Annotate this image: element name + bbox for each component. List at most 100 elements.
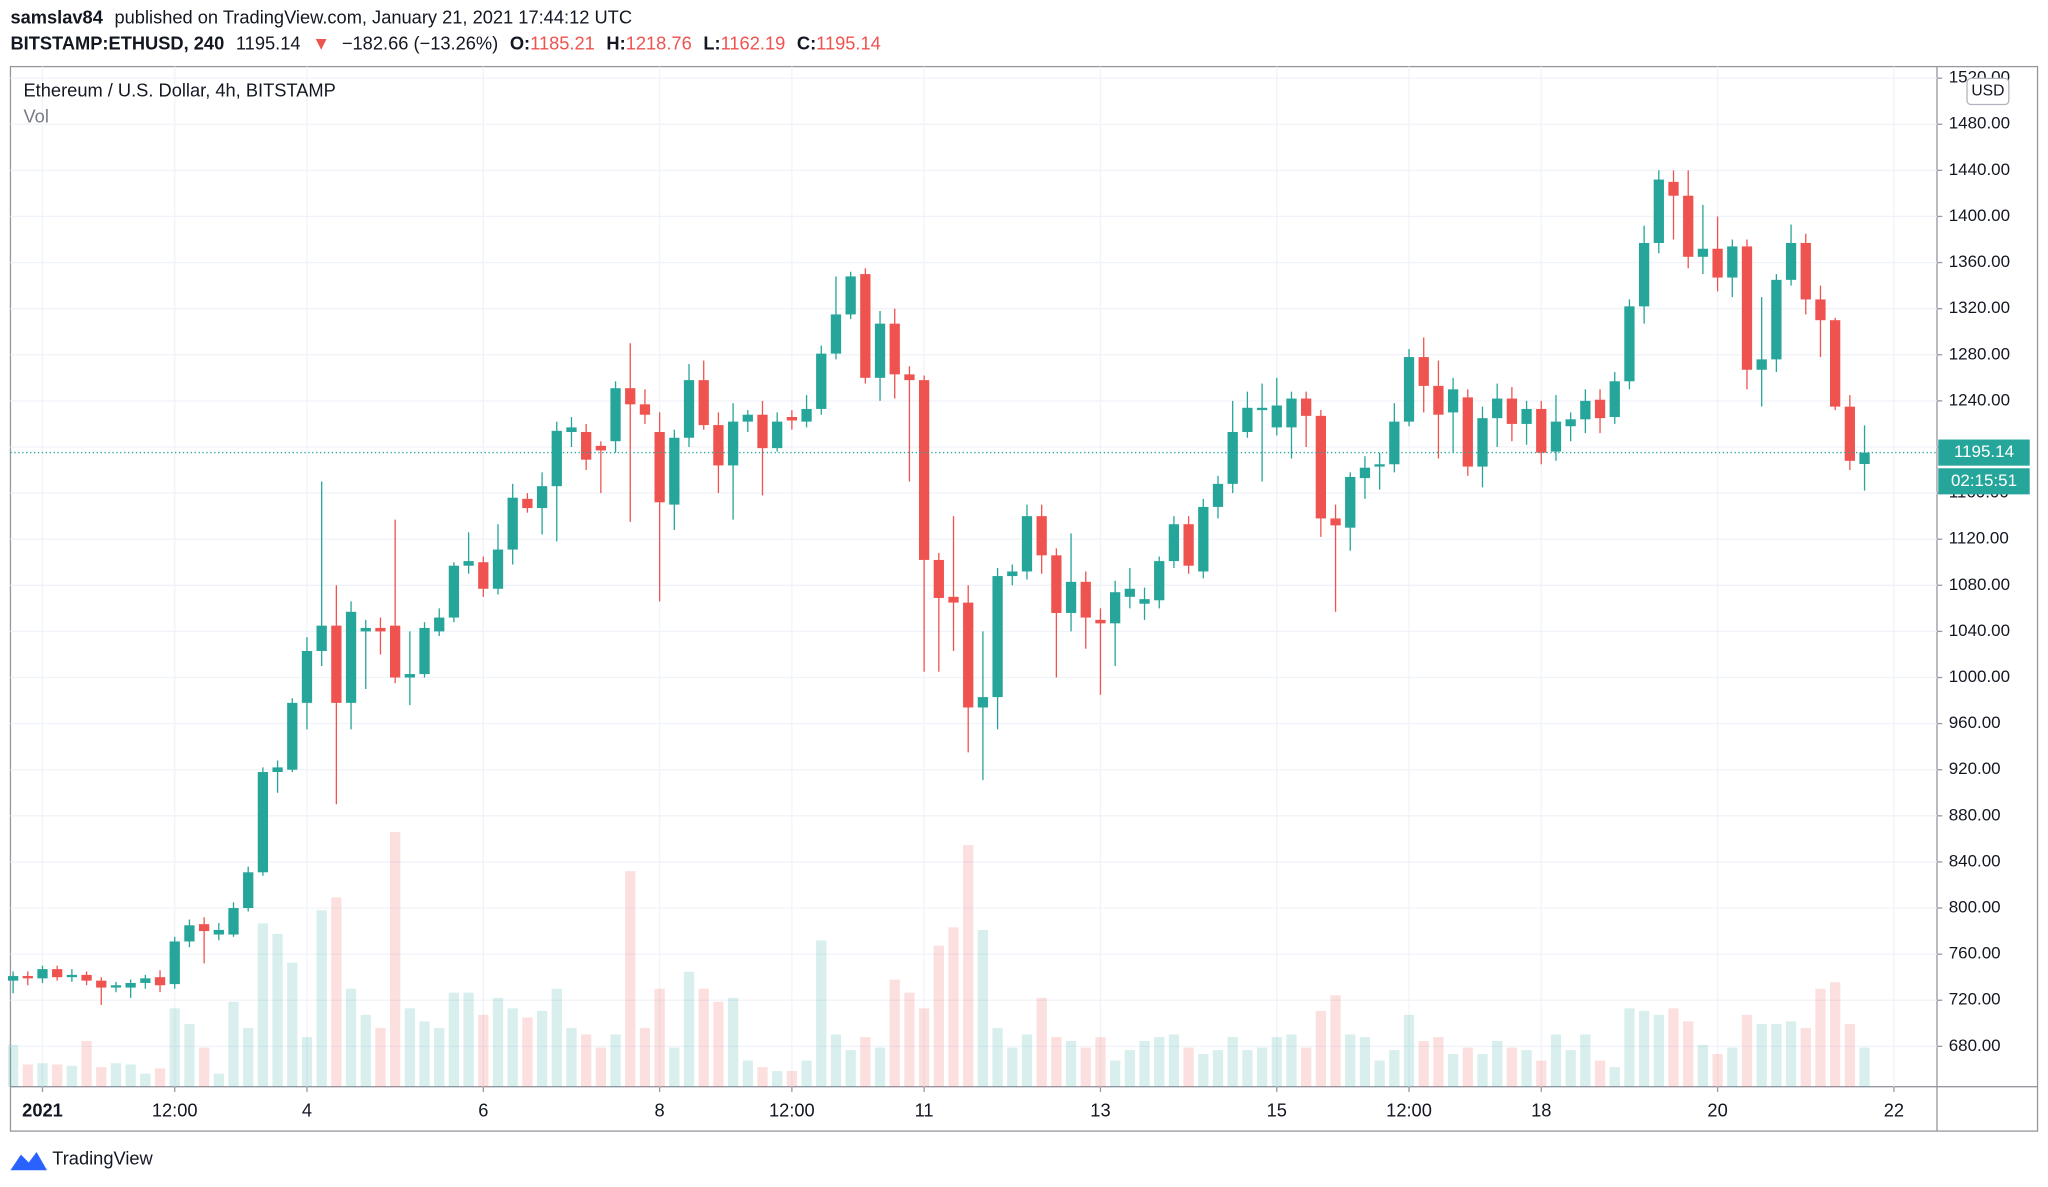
volume-bar bbox=[1727, 1047, 1738, 1087]
last-price-label: 1195.14 bbox=[1954, 442, 2014, 461]
y-tick-label: 1480.00 bbox=[1949, 114, 2010, 133]
o-label: O: bbox=[510, 32, 530, 53]
candle-body bbox=[419, 627, 430, 675]
volume-bar bbox=[654, 988, 665, 1087]
y-tick-label: 1400.00 bbox=[1949, 206, 2010, 225]
candle-body bbox=[1727, 246, 1738, 278]
volume-bar bbox=[713, 1001, 724, 1087]
volume-bar bbox=[1389, 1050, 1400, 1087]
change: −182.66 (−13.26%) bbox=[342, 32, 498, 53]
volume-bar bbox=[1139, 1040, 1150, 1087]
candle-body bbox=[1653, 179, 1664, 243]
volume-bar bbox=[1756, 1023, 1767, 1087]
y-tick-label: 1280.00 bbox=[1949, 344, 2010, 363]
volume-bar bbox=[96, 1067, 107, 1087]
candle-body bbox=[1609, 381, 1620, 418]
x-tick-label: 12:00 bbox=[769, 1099, 815, 1120]
currency[interactable]: USD bbox=[1971, 83, 2004, 100]
volume-bar bbox=[1110, 1060, 1121, 1087]
volume-bar bbox=[625, 871, 636, 1087]
volume-bar bbox=[448, 992, 460, 1087]
candle-body bbox=[301, 650, 313, 703]
candle-body bbox=[96, 980, 107, 988]
volume-bar bbox=[7, 1044, 19, 1087]
volume-bar bbox=[1668, 1008, 1679, 1087]
volume-bar bbox=[22, 1064, 33, 1087]
x-tick-label: 12:00 bbox=[152, 1099, 198, 1120]
candles bbox=[7, 170, 1870, 1005]
volume-bar bbox=[1183, 1047, 1194, 1087]
candle-body bbox=[507, 497, 518, 550]
y-tick-label: 760.00 bbox=[1949, 944, 2001, 963]
volume-bar bbox=[272, 933, 283, 1087]
y-tick-label: 1440.00 bbox=[1949, 160, 2010, 179]
volume-bar bbox=[1374, 1060, 1385, 1087]
volume-bar bbox=[830, 1034, 842, 1087]
candle-body bbox=[140, 978, 151, 983]
volume-bar bbox=[1154, 1037, 1165, 1087]
volume-label: Vol bbox=[24, 105, 49, 126]
candle-body bbox=[1301, 398, 1312, 416]
candle-body bbox=[1359, 467, 1371, 479]
candle-body bbox=[1080, 581, 1091, 618]
candle-body bbox=[1139, 599, 1150, 604]
x-tick-label: 11 bbox=[915, 1099, 934, 1120]
candle-body bbox=[1345, 476, 1356, 528]
candle-body bbox=[1683, 195, 1694, 257]
candle-body bbox=[389, 625, 401, 678]
volume-bar bbox=[198, 1047, 210, 1087]
volume-bar bbox=[507, 1008, 518, 1087]
volume-bar bbox=[1653, 1014, 1664, 1087]
volume-bar bbox=[1168, 1034, 1180, 1087]
h-value: 1218.76 bbox=[626, 32, 692, 53]
candle-body bbox=[198, 924, 210, 932]
published: published on TradingView.com, January 21… bbox=[114, 6, 632, 27]
currency-box[interactable] bbox=[1966, 77, 2010, 106]
candle-body bbox=[713, 425, 724, 466]
volume-bar bbox=[1492, 1040, 1503, 1087]
volume-bar bbox=[287, 962, 298, 1087]
candle-body bbox=[918, 380, 930, 560]
candle-body bbox=[331, 625, 342, 703]
candle-body bbox=[889, 323, 900, 375]
candle-body bbox=[1624, 306, 1635, 382]
candle-body bbox=[1800, 242, 1811, 300]
volume-bar bbox=[331, 897, 342, 1087]
candle-body bbox=[1594, 399, 1606, 419]
volume-bar bbox=[904, 992, 915, 1087]
l-value: 1162.19 bbox=[721, 32, 786, 53]
candle-body bbox=[977, 697, 989, 708]
candle-body bbox=[404, 674, 415, 678]
volume-bar bbox=[1580, 1034, 1591, 1087]
volume-bar bbox=[1271, 1037, 1282, 1087]
volume-bar bbox=[257, 923, 269, 1087]
candle-body bbox=[1741, 246, 1753, 370]
candle-body bbox=[169, 941, 180, 985]
candle-body bbox=[110, 985, 122, 988]
candle-body bbox=[66, 974, 78, 978]
volume-bar bbox=[698, 988, 709, 1087]
volume-bar bbox=[566, 1027, 577, 1087]
candle-body bbox=[845, 276, 856, 315]
volume-bar bbox=[669, 1047, 680, 1087]
candle-body bbox=[874, 323, 886, 378]
y-tick-label: 1360.00 bbox=[1949, 252, 2010, 271]
volume-bar bbox=[1683, 1021, 1694, 1087]
volume-bar bbox=[184, 1023, 195, 1087]
candle-body bbox=[1668, 181, 1679, 196]
candle-body bbox=[742, 414, 753, 422]
candle-body bbox=[448, 565, 460, 618]
volume-bar bbox=[1359, 1037, 1371, 1087]
volume-bar bbox=[1036, 997, 1047, 1087]
volume-bar bbox=[551, 988, 562, 1087]
volume-bar bbox=[434, 1027, 445, 1087]
x-tick-label: 15 bbox=[1267, 1099, 1287, 1120]
volume-bar bbox=[110, 1063, 122, 1087]
volume-bar bbox=[801, 1060, 812, 1087]
volume-bar bbox=[948, 927, 959, 1087]
candle-body bbox=[1844, 406, 1855, 461]
volume-bar bbox=[345, 988, 357, 1087]
volume-bar bbox=[1095, 1037, 1106, 1087]
candle-body bbox=[1168, 524, 1180, 562]
volume-bar bbox=[228, 1001, 239, 1087]
